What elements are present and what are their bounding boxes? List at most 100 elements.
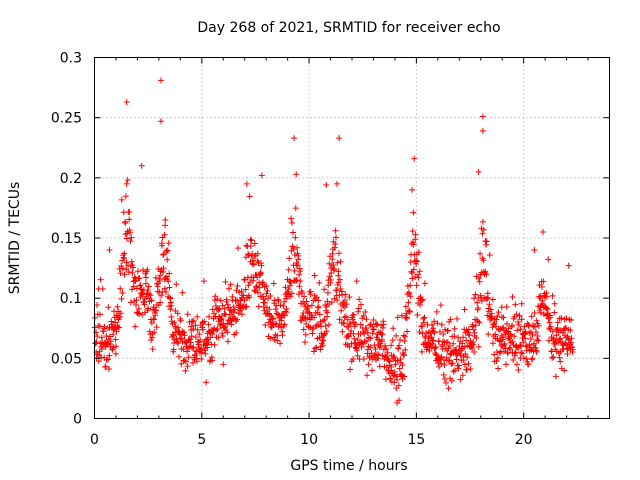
y-tick-label: 0.1 bbox=[60, 291, 82, 307]
data-point bbox=[354, 347, 361, 354]
data-point bbox=[451, 367, 458, 374]
data-point bbox=[184, 311, 191, 318]
data-point bbox=[429, 340, 436, 347]
data-point bbox=[328, 299, 335, 306]
data-point bbox=[250, 277, 257, 284]
data-point bbox=[357, 321, 364, 328]
x-tick-labels: 0 5 10 15 20 bbox=[90, 432, 533, 448]
data-point bbox=[500, 314, 507, 321]
data-point bbox=[480, 257, 487, 264]
data-point bbox=[138, 291, 145, 298]
data-point bbox=[180, 346, 187, 353]
data-point bbox=[443, 379, 450, 386]
data-point bbox=[522, 335, 529, 342]
data-point bbox=[466, 332, 473, 339]
data-point bbox=[354, 336, 361, 343]
data-point bbox=[525, 361, 532, 368]
data-point bbox=[161, 285, 168, 292]
data-point bbox=[430, 325, 437, 332]
data-point bbox=[133, 285, 140, 292]
data-point bbox=[211, 310, 218, 317]
data-point bbox=[395, 382, 402, 389]
data-point bbox=[355, 308, 362, 315]
data-point bbox=[319, 337, 326, 344]
data-point bbox=[472, 322, 479, 329]
data-point bbox=[197, 337, 204, 344]
data-point bbox=[221, 305, 228, 312]
data-point bbox=[145, 305, 152, 312]
data-point bbox=[457, 352, 464, 359]
data-point bbox=[305, 303, 312, 310]
data-point bbox=[394, 357, 401, 364]
data-point bbox=[94, 301, 101, 308]
data-point bbox=[440, 371, 447, 378]
data-point bbox=[418, 348, 425, 355]
data-point bbox=[315, 304, 322, 311]
data-point bbox=[122, 193, 129, 200]
data-point bbox=[331, 266, 338, 273]
data-point bbox=[363, 338, 370, 345]
data-point bbox=[520, 339, 527, 346]
data-point bbox=[288, 215, 295, 222]
data-point bbox=[449, 360, 456, 367]
data-point bbox=[251, 240, 258, 247]
data-point bbox=[516, 342, 523, 349]
data-point bbox=[248, 237, 255, 244]
data-point bbox=[367, 344, 374, 351]
data-point bbox=[421, 280, 428, 287]
data-point bbox=[513, 361, 520, 368]
data-point bbox=[479, 218, 486, 225]
data-point bbox=[188, 333, 195, 340]
data-point bbox=[507, 346, 514, 353]
data-point bbox=[129, 269, 136, 276]
data-point bbox=[293, 277, 300, 284]
data-point bbox=[397, 337, 404, 344]
data-point bbox=[428, 334, 435, 341]
data-point bbox=[405, 299, 412, 306]
data-point bbox=[295, 252, 302, 259]
data-point bbox=[547, 323, 554, 330]
data-point bbox=[247, 242, 254, 249]
data-point bbox=[224, 329, 231, 336]
data-point bbox=[431, 345, 438, 352]
data-point bbox=[506, 344, 513, 351]
data-point bbox=[531, 247, 538, 254]
data-point bbox=[328, 270, 335, 277]
data-point bbox=[246, 193, 253, 200]
data-point bbox=[546, 319, 553, 326]
data-point bbox=[354, 352, 361, 359]
data-point bbox=[203, 379, 210, 386]
data-point bbox=[355, 305, 362, 312]
data-point bbox=[200, 278, 207, 285]
data-point bbox=[189, 318, 196, 325]
data-point bbox=[101, 323, 108, 330]
x-tick-label: 5 bbox=[197, 432, 206, 448]
data-point bbox=[469, 321, 476, 328]
data-point bbox=[315, 297, 322, 304]
data-point bbox=[489, 340, 496, 347]
data-point bbox=[512, 301, 519, 308]
data-point bbox=[264, 287, 271, 294]
data-point bbox=[320, 317, 327, 324]
data-point bbox=[537, 309, 544, 316]
data-point bbox=[367, 335, 374, 342]
data-point bbox=[559, 341, 566, 348]
data-point bbox=[187, 339, 194, 346]
data-point bbox=[421, 314, 428, 321]
data-point bbox=[409, 269, 416, 276]
data-point bbox=[453, 356, 460, 363]
data-point bbox=[390, 325, 397, 332]
data-point bbox=[209, 357, 216, 364]
data-point bbox=[283, 309, 290, 316]
data-point bbox=[334, 297, 341, 304]
data-point bbox=[222, 278, 229, 285]
data-point bbox=[330, 267, 337, 274]
data-point bbox=[136, 275, 143, 282]
data-point bbox=[515, 322, 522, 329]
data-point bbox=[201, 318, 208, 325]
data-point bbox=[324, 309, 331, 316]
data-point bbox=[112, 336, 119, 343]
data-point bbox=[484, 295, 491, 302]
data-point bbox=[184, 348, 191, 355]
data-point bbox=[114, 312, 121, 319]
